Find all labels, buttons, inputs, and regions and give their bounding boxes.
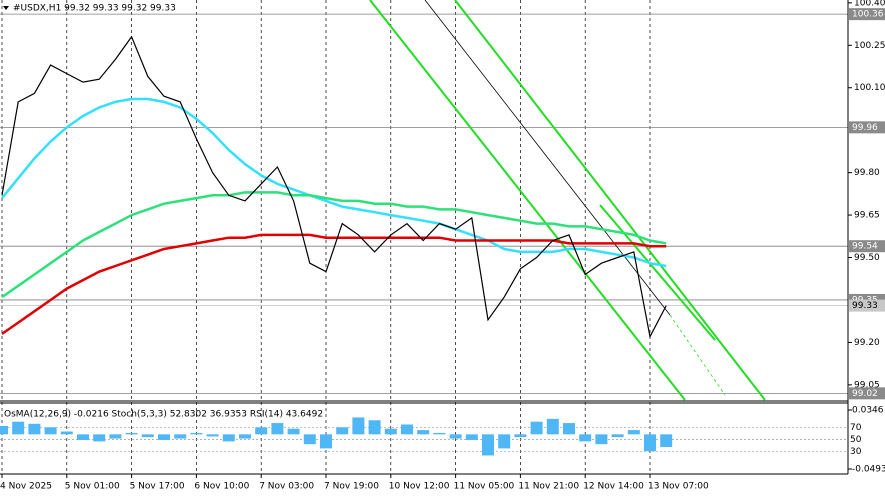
x-tick-label: 4 Nov 2025 xyxy=(0,482,52,492)
level-box xyxy=(849,121,885,134)
osma-bar xyxy=(141,434,154,438)
x-tick-label: 12 Nov 14:00 xyxy=(583,482,644,492)
y2-tick-label: 50 xyxy=(850,435,862,445)
osma-bar xyxy=(239,434,251,439)
price-box xyxy=(849,299,885,312)
osma-bar xyxy=(530,421,543,435)
trend-line xyxy=(424,0,671,316)
osma-bar xyxy=(158,434,170,440)
osma-bar xyxy=(93,434,106,442)
y2-tick-label: 70 xyxy=(850,423,862,433)
grid xyxy=(0,0,848,474)
y-tick-label: 99.20 xyxy=(854,338,880,348)
osma-bar xyxy=(611,434,624,438)
osma-bar xyxy=(546,418,559,435)
osma-bar xyxy=(109,434,122,439)
level-box xyxy=(849,387,885,400)
osma-bar xyxy=(336,427,349,435)
price-line-series xyxy=(1,35,667,339)
osma-bar xyxy=(271,423,284,435)
osma-bar xyxy=(320,434,332,449)
trend-extension xyxy=(669,314,726,396)
osma-bar xyxy=(465,434,478,440)
osma-bar xyxy=(77,434,89,440)
osma-bar xyxy=(303,434,316,445)
osma-bar xyxy=(0,425,8,435)
y-tick-label: 99.05 xyxy=(854,380,880,390)
level-label: 100.36 xyxy=(852,10,884,20)
indicator-title: OsMA(12,26,9) -0.0216 Stoch(5,3,3) 52.83… xyxy=(4,410,323,420)
osma-bar xyxy=(449,434,462,439)
x-tick-label: 6 Nov 10:00 xyxy=(194,482,249,492)
osma-bar xyxy=(482,434,494,456)
level-label: 99.96 xyxy=(852,123,878,133)
price-line-series xyxy=(1,97,667,268)
osma-bar xyxy=(563,423,575,435)
x-tick-label: 7 Nov 19:00 xyxy=(324,482,379,492)
osma-bar xyxy=(368,420,381,435)
y2-tick-label: 30 xyxy=(850,447,862,457)
osma-bar xyxy=(28,423,41,435)
osma-bar xyxy=(401,424,413,435)
osma-bar xyxy=(44,427,57,435)
y-tick-label: 100.10 xyxy=(854,83,885,93)
price-label: 99.33 xyxy=(852,301,878,311)
channel-line xyxy=(454,0,766,401)
channel-lines xyxy=(369,0,766,401)
x-tick-label: 13 Nov 07:00 xyxy=(648,482,709,492)
price-line-series xyxy=(1,191,667,299)
x-tick-label: 5 Nov 01:00 xyxy=(65,482,120,492)
osma-bar xyxy=(498,434,511,449)
osma-bar xyxy=(60,431,73,435)
osma-bar xyxy=(222,434,235,442)
x-tick-label: 5 Nov 17:00 xyxy=(130,482,185,492)
osma-bar xyxy=(595,434,608,445)
channel-line xyxy=(599,204,716,341)
chart-title: #USDX,H1 99.32 99.33 99.32 99.33 xyxy=(13,4,176,14)
level-label: 99.02 xyxy=(852,389,878,399)
osma-bar xyxy=(12,421,25,435)
osma-bar xyxy=(287,428,300,435)
x-tick-label: 10 Nov 12:00 xyxy=(389,482,450,492)
level-label: 99.54 xyxy=(852,242,878,252)
osma-bar xyxy=(255,427,268,435)
osma-bar xyxy=(206,434,219,437)
osma-bar xyxy=(190,432,203,435)
y-tick-label: 0.0346 xyxy=(852,406,884,416)
x-tick-label: 11 Nov 21:00 xyxy=(518,482,579,492)
osma-bar xyxy=(660,434,673,447)
x-tick-label: 11 Nov 05:00 xyxy=(454,482,515,492)
y-tick-label: 99.50 xyxy=(854,253,880,263)
osma-bar xyxy=(433,432,446,435)
osma-bar xyxy=(514,434,527,438)
osma-bar xyxy=(174,434,187,439)
level-box xyxy=(849,240,885,253)
osma-bar xyxy=(417,430,430,435)
price-line-series xyxy=(1,233,667,335)
channel-line xyxy=(369,0,686,401)
osma-bar xyxy=(352,417,365,435)
level-box xyxy=(849,8,885,21)
menu-arrow[interactable] xyxy=(3,6,9,10)
y-tick-label: 99.80 xyxy=(854,168,880,178)
osma-bar xyxy=(644,434,656,452)
osma-bar xyxy=(384,428,397,435)
y-tick-label: 100.40 xyxy=(854,0,885,8)
x-tick-label: 7 Nov 03:00 xyxy=(259,482,314,492)
y-tick-label: 100.25 xyxy=(854,41,885,51)
y-tick-label: 99.65 xyxy=(854,211,880,221)
y-tick-label: -0.0493 xyxy=(852,465,885,475)
plot xyxy=(0,35,673,456)
osma-bar xyxy=(579,434,592,442)
osma-bar xyxy=(125,432,138,435)
osma-bar xyxy=(627,430,640,435)
